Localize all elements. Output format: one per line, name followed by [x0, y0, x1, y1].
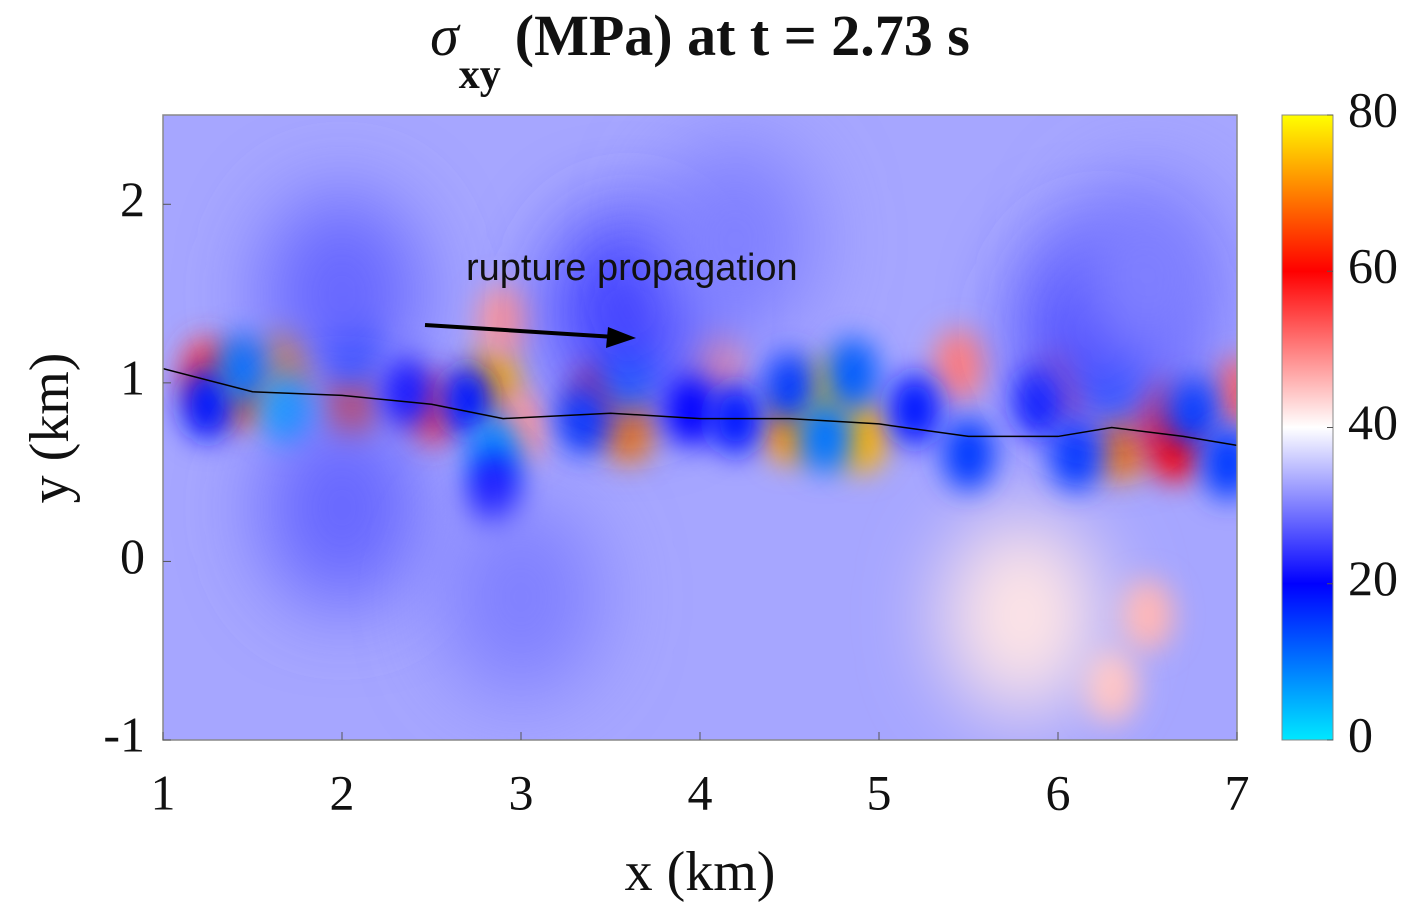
x-tick-label: 7 [1225, 764, 1250, 820]
field-lobe [217, 332, 270, 405]
colorbar-tick-label: 60 [1348, 238, 1398, 294]
y-axis-label: y (km) [19, 353, 81, 504]
colorbar-tick-label: 0 [1348, 706, 1373, 762]
field-lobe [665, 373, 718, 446]
title-subscript: xy [459, 52, 501, 98]
field-lobe [826, 337, 879, 410]
x-tick-label: 4 [688, 764, 713, 820]
y-tick-label: 1 [120, 349, 145, 405]
heatmap [163, 115, 1237, 740]
field-lobe [763, 350, 816, 423]
field-lobe [1202, 427, 1237, 500]
title-symbol: σ [430, 3, 461, 68]
y-tick-label: 0 [120, 528, 145, 584]
y-tick-label: 2 [120, 171, 145, 227]
field-lobe [1121, 579, 1174, 651]
field-lobe [799, 400, 852, 473]
field-lobe [378, 355, 431, 428]
x-tick-label: 6 [1046, 764, 1071, 820]
field-lobe [835, 400, 888, 473]
annotation: rupture propagation [466, 247, 798, 289]
field-lobe [262, 407, 422, 608]
field-lobe [1166, 373, 1219, 446]
y-tick-label: -1 [103, 706, 145, 762]
field-lobe [441, 497, 601, 698]
colorbar-tick-label: 80 [1348, 81, 1398, 137]
colorbar-tick-label: 20 [1348, 550, 1398, 606]
field-lobe [655, 140, 816, 340]
arrow-head [606, 327, 636, 348]
field-lobe [933, 329, 986, 401]
field-lobe [477, 284, 530, 357]
field-lobe [1067, 175, 1228, 376]
x-tick-label: 2 [330, 764, 355, 820]
field-lobe [441, 364, 494, 437]
x-tick-label: 3 [509, 764, 534, 820]
field-lobe [181, 368, 234, 441]
field-lobe [1085, 650, 1138, 723]
x-tick-label: 1 [151, 764, 176, 820]
x-tick-label: 5 [867, 764, 892, 820]
field-lobe [262, 193, 422, 394]
colorbar [1281, 114, 1334, 741]
colorbar-tick-label: 40 [1348, 394, 1398, 450]
field-lobe [942, 515, 1103, 715]
field-lobe [942, 418, 995, 491]
arrow-shaft [424, 323, 616, 339]
x-axis-label: x (km) [625, 841, 776, 903]
field-lobe [888, 373, 941, 446]
title-rest: (MPa) at t = 2.73 s [515, 3, 970, 68]
fault-trace [163, 367, 1237, 447]
chart-title: σxy (MPa) at t = 2.73 s [430, 3, 970, 97]
field-lobe [1049, 418, 1102, 491]
